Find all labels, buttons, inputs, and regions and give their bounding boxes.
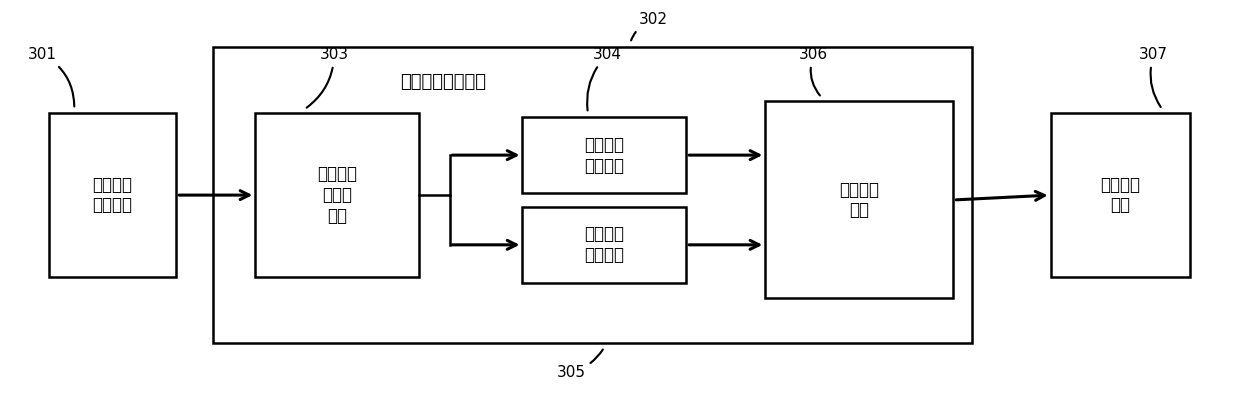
Bar (48, 113, 176, 277)
Bar (523, 117, 686, 193)
Text: 304: 304 (587, 47, 622, 110)
Text: 视频图像分析系统: 视频图像分析系统 (400, 73, 487, 91)
Text: 视频图像
采集系统: 视频图像 采集系统 (93, 176, 133, 215)
Text: 305: 305 (556, 349, 603, 380)
Text: 303: 303 (307, 47, 348, 108)
Text: 307: 307 (1139, 47, 1168, 107)
Text: 视频图像
预处理
模块: 视频图像 预处理 模块 (317, 165, 357, 225)
Text: 301: 301 (28, 47, 74, 107)
Text: 火灾判断
模块: 火灾判断 模块 (839, 181, 880, 219)
Text: 火焰像素
识别模块: 火焰像素 识别模块 (585, 225, 624, 264)
Text: 306: 306 (799, 47, 829, 96)
Bar (523, 207, 686, 283)
Bar (766, 101, 953, 298)
Bar (213, 47, 971, 343)
Text: 移动目标
识别模块: 移动目标 识别模块 (585, 136, 624, 174)
Bar (1051, 113, 1191, 277)
Text: 302: 302 (631, 12, 668, 40)
Bar (255, 113, 419, 277)
Text: 火灾预警
系统: 火灾预警 系统 (1100, 176, 1140, 215)
